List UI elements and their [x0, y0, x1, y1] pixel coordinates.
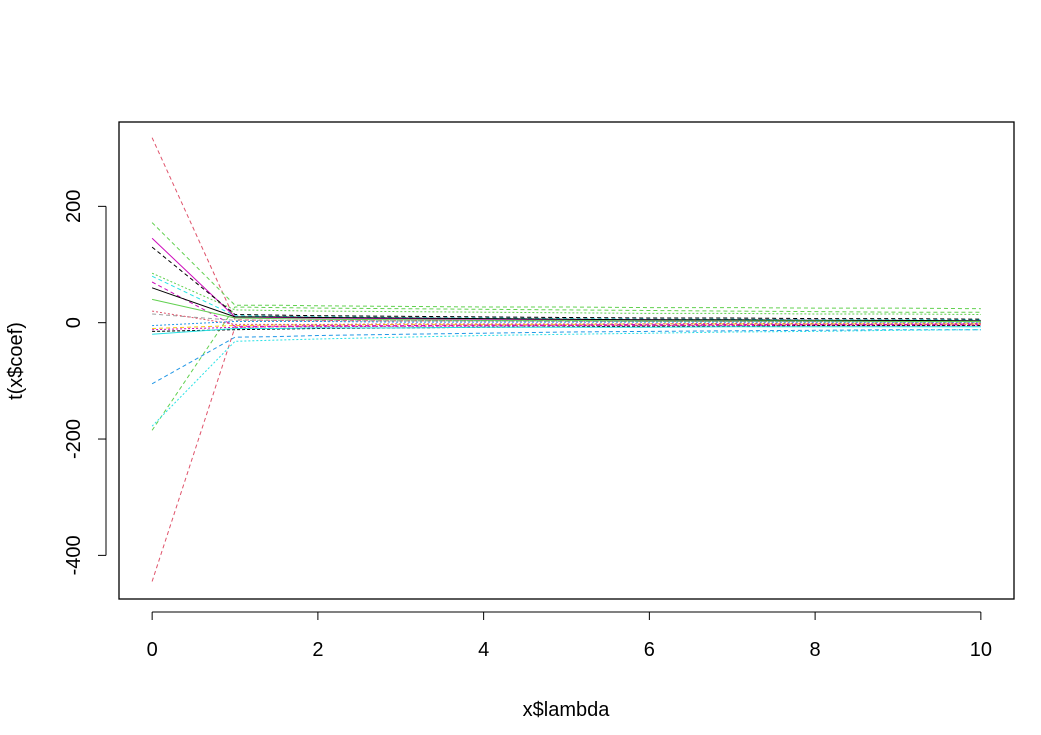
x-axis-title: x$lambda: [523, 699, 611, 721]
series-line-6: [151, 329, 981, 385]
series-line-8: [151, 275, 981, 321]
y-axis-title: t(x$coef): [5, 322, 27, 400]
y-tick-label: 0: [63, 317, 85, 328]
series-line-16: [152, 310, 981, 325]
y-tick-label: 200: [63, 190, 85, 223]
x-tick-label: 4: [478, 639, 489, 661]
series-line-3: [151, 222, 981, 310]
series-line-4: [151, 306, 981, 431]
x-axis: 0 2 4 6 8 10: [147, 611, 992, 661]
series-line-11: [151, 246, 981, 320]
series-line-18: [151, 298, 981, 322]
x-tick-label: 6: [644, 639, 655, 661]
x-tick-label: 8: [810, 639, 821, 661]
x-tick-label: 2: [312, 639, 323, 661]
series-line-7: [151, 329, 981, 427]
series-line-19: [152, 324, 981, 331]
x-tick-label: 0: [147, 639, 158, 661]
series-line-10: [151, 281, 981, 327]
y-axis: -400 -200 0 200: [63, 190, 107, 575]
series-layer: [151, 137, 981, 582]
series-line-20: [152, 326, 981, 335]
series-line-15: [152, 313, 981, 323]
x-tick-label: 10: [970, 639, 992, 661]
series-line-12: [151, 287, 981, 322]
series-line-14: [152, 323, 981, 329]
series-line-17: [152, 321, 981, 327]
y-tick-label: -400: [63, 535, 85, 575]
plot-frame: [118, 121, 1015, 600]
y-tick-label: -200: [63, 419, 85, 459]
series-line-5: [151, 272, 981, 315]
